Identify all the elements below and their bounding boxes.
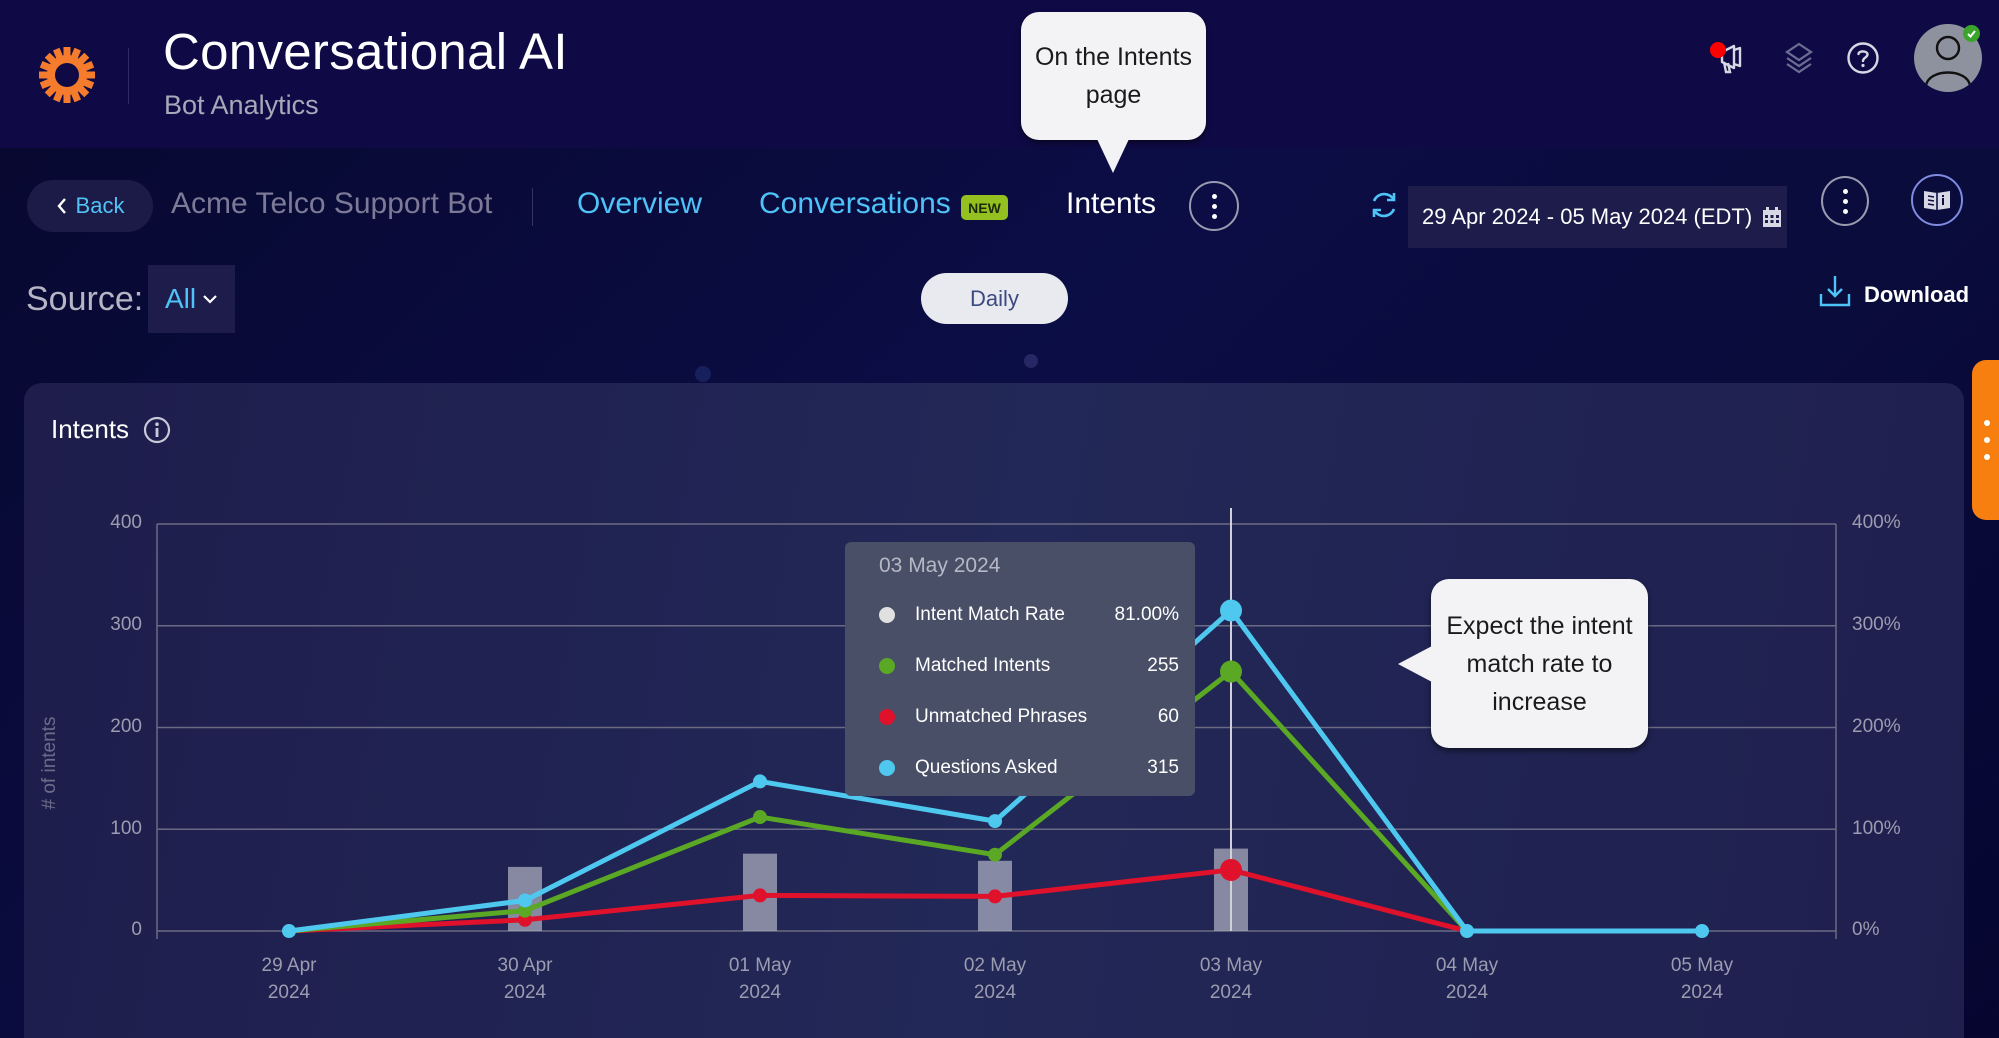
info-icon[interactable] [143, 416, 171, 444]
y-tick: 400 [110, 512, 142, 533]
legend-dot [879, 760, 895, 776]
data-point[interactable] [753, 888, 767, 903]
new-badge: NEW [961, 195, 1008, 220]
y-tick: 300 [110, 614, 142, 635]
data-point[interactable] [282, 924, 296, 938]
app-subtitle: Bot Analytics [164, 90, 319, 120]
granularity-toggle-daily[interactable]: Daily [921, 273, 1068, 324]
callout-pointer [1398, 646, 1432, 682]
help-icon [1847, 42, 1879, 74]
callout-pointer [1097, 139, 1129, 173]
guide-button[interactable] [1911, 174, 1963, 226]
data-point[interactable] [1695, 924, 1709, 938]
y2-tick: 200% [1852, 716, 1901, 737]
layers-icon [1785, 42, 1813, 74]
series-line [288, 669, 1469, 934]
data-point[interactable] [1220, 660, 1242, 683]
app-title: Conversational AI [163, 23, 568, 80]
user-icon [1924, 35, 1972, 87]
source-dropdown[interactable]: All [148, 265, 235, 333]
background-glow [695, 366, 711, 382]
date-range-picker[interactable]: 29 Apr 2024 - 05 May 2024 (EDT) [1408, 186, 1787, 248]
download-icon [1819, 276, 1851, 307]
y2-tick: 300% [1852, 614, 1901, 635]
tab-intents[interactable]: Intents [1066, 187, 1157, 220]
book-icon [1924, 191, 1950, 210]
x-tick: 29 Apr 2024 [261, 955, 317, 1003]
page-more-button[interactable] [1821, 176, 1869, 226]
tooltip-row-questions: Questions Asked 315 [879, 753, 1179, 783]
background-glow [1024, 354, 1038, 368]
header-divider [128, 48, 129, 104]
callout-intents-page: On the Intents page [1021, 12, 1206, 140]
megaphone-icon [1710, 42, 1742, 74]
gear-logo-icon [39, 47, 95, 103]
tab-conversations[interactable]: Conversations [759, 187, 951, 220]
tooltip-row-match-rate: Intent Match Rate 81.00% [879, 600, 1179, 630]
card-title-text: Intents [51, 414, 130, 444]
data-point[interactable] [753, 810, 767, 825]
data-point[interactable] [988, 814, 1002, 829]
download-label: Download [1864, 282, 1970, 307]
app-header: Conversational AI Bot Analytics [0, 0, 1999, 148]
x-tick: 05 May 2024 [1670, 955, 1734, 1003]
nav-divider [532, 188, 533, 226]
legend-dot [879, 658, 895, 674]
data-point[interactable] [1220, 858, 1242, 881]
layers-button[interactable] [1777, 36, 1821, 80]
series-line [288, 867, 1468, 934]
data-point[interactable] [988, 847, 1002, 862]
chevron-down-icon [203, 295, 217, 304]
tab-overview[interactable]: Overview [577, 187, 703, 220]
x-tick: 01 May 2024 [728, 955, 792, 1003]
y2-tick: 0% [1852, 919, 1880, 940]
download-button[interactable]: Download [1818, 274, 1969, 308]
x-tick: 02 May 2024 [963, 955, 1027, 1003]
data-point[interactable] [518, 893, 532, 908]
chevron-left-icon [56, 198, 66, 214]
calendar-icon [1763, 207, 1782, 227]
announcements-button[interactable] [1708, 36, 1752, 80]
callout-match-rate: Expect the intent match rate to increase [1431, 579, 1648, 748]
callout-text: On the Intents page [1034, 43, 1193, 109]
legend-dot [879, 607, 895, 623]
back-button[interactable]: Back [27, 180, 153, 232]
date-range-value: 29 Apr 2024 - 05 May 2024 (EDT) [1422, 204, 1753, 229]
data-point[interactable] [988, 889, 1002, 904]
data-point[interactable] [518, 903, 532, 918]
notification-dot [1710, 42, 1726, 58]
tooltip-row-unmatched: Unmatched Phrases 60 [879, 702, 1179, 732]
x-tick: 04 May 2024 [1435, 955, 1499, 1003]
intents-more-button[interactable] [1189, 181, 1239, 231]
source-value: All [164, 283, 197, 314]
refresh-icon[interactable] [1367, 188, 1401, 222]
data-point[interactable] [1220, 599, 1242, 622]
legend-dot [879, 709, 895, 725]
status-check-icon [1963, 25, 1980, 42]
bot-name: Acme Telco Support Bot [171, 187, 493, 220]
y2-tick: 400% [1852, 512, 1901, 533]
card-title: Intents [51, 414, 171, 445]
tooltip-date: 03 May 2024 [879, 554, 1001, 577]
data-point[interactable] [1460, 924, 1474, 938]
y-tick: 200 [110, 716, 142, 737]
help-button[interactable] [1841, 36, 1885, 80]
data-point[interactable] [753, 774, 767, 789]
tooltip-row-matched: Matched Intents 255 [879, 651, 1179, 681]
y2-tick: 100% [1852, 818, 1901, 839]
x-tick: 30 Apr 2024 [497, 955, 553, 1003]
y-tick: 100 [110, 818, 142, 839]
side-panel-handle[interactable] [1972, 360, 1999, 520]
kebab-icon [1211, 193, 1217, 219]
y-tick: 0 [131, 919, 142, 940]
chart-tooltip: 03 May 2024 Intent Match Rate 81.00% Mat… [845, 542, 1195, 796]
kebab-icon [1842, 188, 1848, 214]
back-label: Back [75, 193, 125, 218]
source-label: Source: [26, 280, 144, 318]
callout-text: Expect the intent match rate to increase [1446, 611, 1633, 716]
x-tick: 03 May 2024 [1199, 955, 1263, 1003]
